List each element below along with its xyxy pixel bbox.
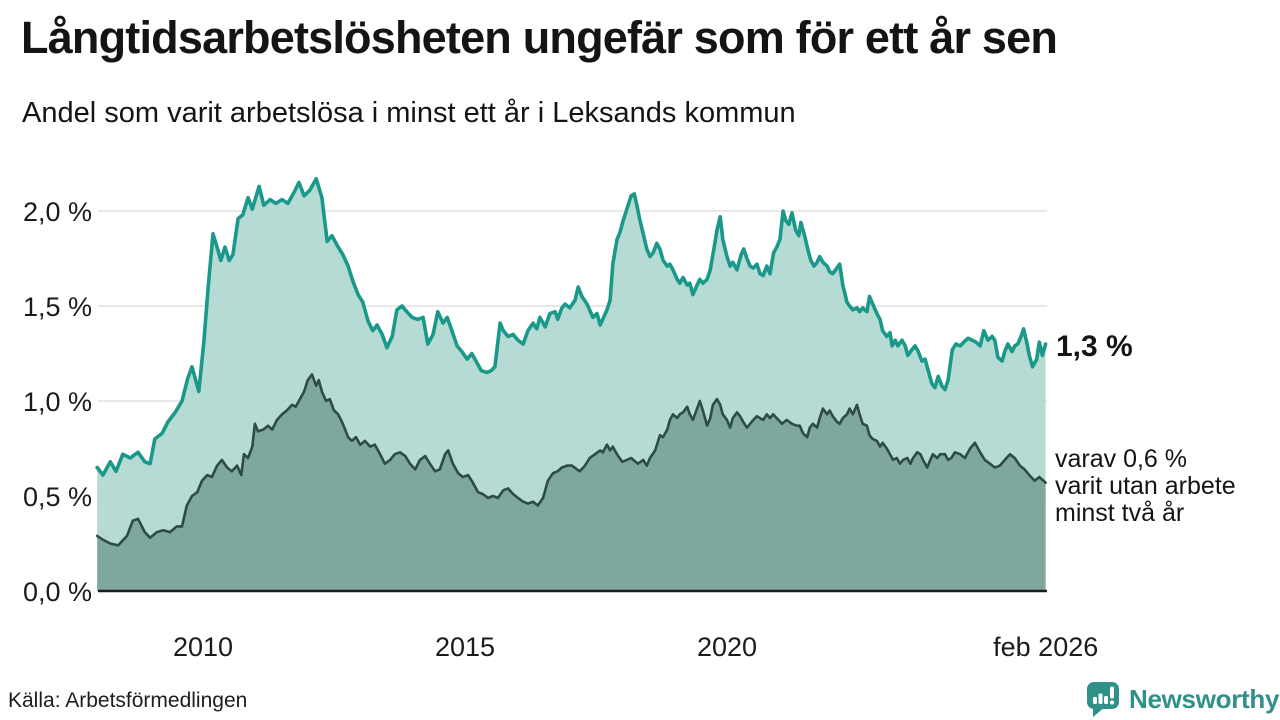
y-axis-tick-label: 0,5 % (23, 482, 92, 512)
x-axis-tick-label: 2015 (435, 632, 495, 662)
newsworthy-logo-icon (1084, 681, 1122, 718)
series1-end-value-label: 1,3 % (1056, 330, 1133, 363)
series-1-line (95, 176, 1048, 477)
y-axis-tick-label: 2,0 % (23, 197, 92, 227)
x-axis-tick-label: 2010 (173, 632, 233, 662)
y-axis-tick-label: 1,0 % (23, 387, 92, 417)
series-2-line (95, 373, 1047, 547)
y-axis-tick-label: 0,0 % (23, 577, 92, 607)
x-axis-tick-label: feb 2026 (993, 632, 1098, 662)
chart-title: Långtidsarbetslösheten ungefär som för e… (21, 12, 1058, 63)
series-2-area (97, 374, 1046, 591)
series2-end-note-label: varav 0,6 % varit utan arbete minst två … (1055, 445, 1236, 527)
newsworthy-logo: Newsworthy (1084, 681, 1279, 718)
chart-subtitle: Andel som varit arbetslösa i minst ett å… (22, 97, 796, 129)
y-axis-tick-label: 1,5 % (23, 292, 92, 322)
x-axis-tick-label: 2020 (697, 632, 757, 662)
newsworthy-brand-text: Newsworthy (1129, 684, 1280, 714)
source-credit: Källa: Arbetsförmedlingen (8, 689, 248, 712)
